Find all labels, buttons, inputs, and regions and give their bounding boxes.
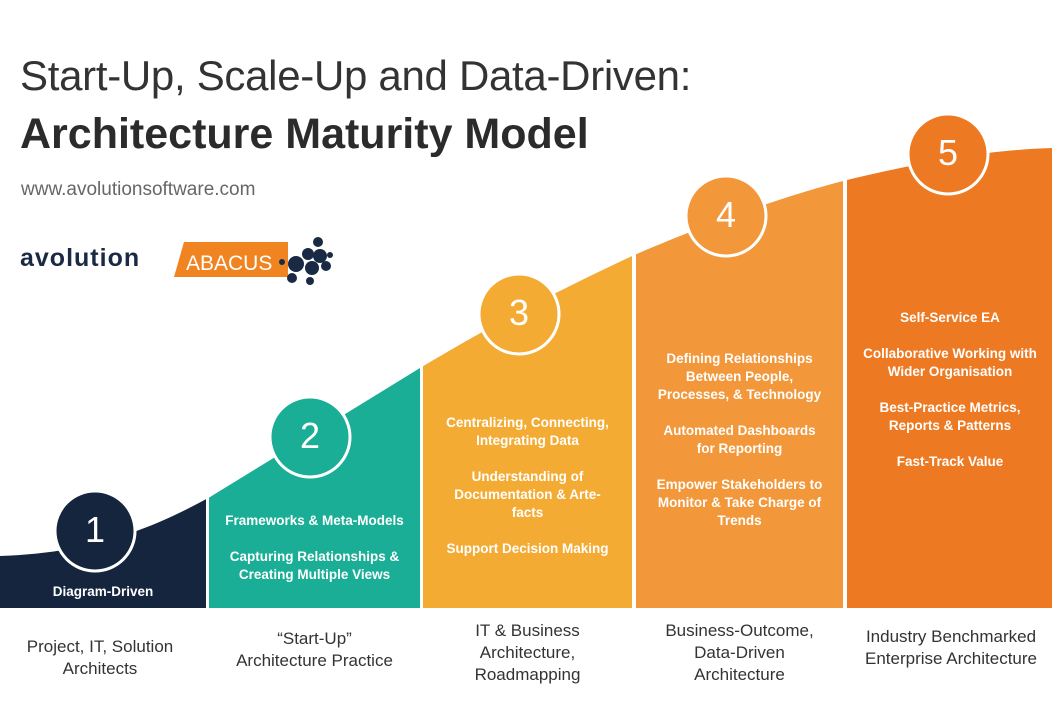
stage-5-caption: Industry Benchmarked Enterprise Architect… <box>865 627 1037 668</box>
stage-1-caption: Project, IT, Solution Architects <box>26 637 174 678</box>
title-line-1: Start-Up, Scale-Up and Data-Driven: <box>20 52 692 99</box>
stage-item: Defining Relationships Between People, P… <box>657 351 822 402</box>
stage-item: Support Decision Making <box>446 541 609 556</box>
stage-5-badge <box>906 112 990 196</box>
stage-1-items: Diagram-Driven <box>0 583 206 619</box>
stage-2-badge <box>268 395 352 479</box>
stage-1-number: 1 <box>84 509 106 550</box>
avolution-logo: avolution <box>20 244 141 272</box>
stage-item: Best-Practice Metrics, Reports & Pattern… <box>879 400 1021 433</box>
stage-2-items: Frameworks & Meta-Models Capturing Relat… <box>212 512 417 602</box>
stage-item: Diagram-Driven <box>52 584 154 599</box>
stage-item: Capturing Relationships & Creating Multi… <box>229 549 400 582</box>
stage-4-badge <box>684 174 768 258</box>
stage-4-caption: Business-Outcome, Data-Driven Architecture <box>665 621 814 684</box>
stage-3-caption: IT & Business Architecture, Roadmapping <box>474 621 581 684</box>
website-url: www.avolutionsoftware.com <box>21 179 256 200</box>
stage-4-number: 4 <box>715 194 737 235</box>
stage-5-items: Self-Service EA Collaborative Working wi… <box>852 309 1048 489</box>
stage-item: Frameworks & Meta-Models <box>225 513 404 528</box>
stage-2-number: 2 <box>299 415 321 456</box>
stage-item: Automated Dashboards for Reporting <box>663 423 816 456</box>
stage-5-number: 5 <box>937 132 959 173</box>
stage-3-badge <box>477 272 561 356</box>
stage-4-items: Defining Relationships Between People, P… <box>643 350 836 548</box>
abacus-beads-icon <box>279 237 333 285</box>
stage-item: Understanding of Documentation & Arte-fa… <box>454 469 601 520</box>
abacus-logo-text: ABACUS <box>186 252 272 275</box>
stage-3-items: Centralizing, Connecting, Integrating Da… <box>430 414 625 576</box>
stage-5-column <box>847 148 1052 608</box>
title-line-2: Architecture Maturity Model <box>20 110 589 158</box>
stage-item: Collaborative Working with Wider Organis… <box>863 346 1037 379</box>
stage-item: Centralizing, Connecting, Integrating Da… <box>446 415 609 448</box>
abacus-logo: ABACUS <box>174 237 333 285</box>
stage-1-badge <box>53 489 137 573</box>
stage-3-number: 3 <box>508 292 530 333</box>
stage-item: Empower Stakeholders to Monitor & Take C… <box>656 477 823 528</box>
stage-2-caption: “Start-Up” Architecture Practice <box>236 629 393 670</box>
stage-item: Self-Service EA <box>900 310 1000 325</box>
stage-item: Fast-Track Value <box>896 454 1004 469</box>
